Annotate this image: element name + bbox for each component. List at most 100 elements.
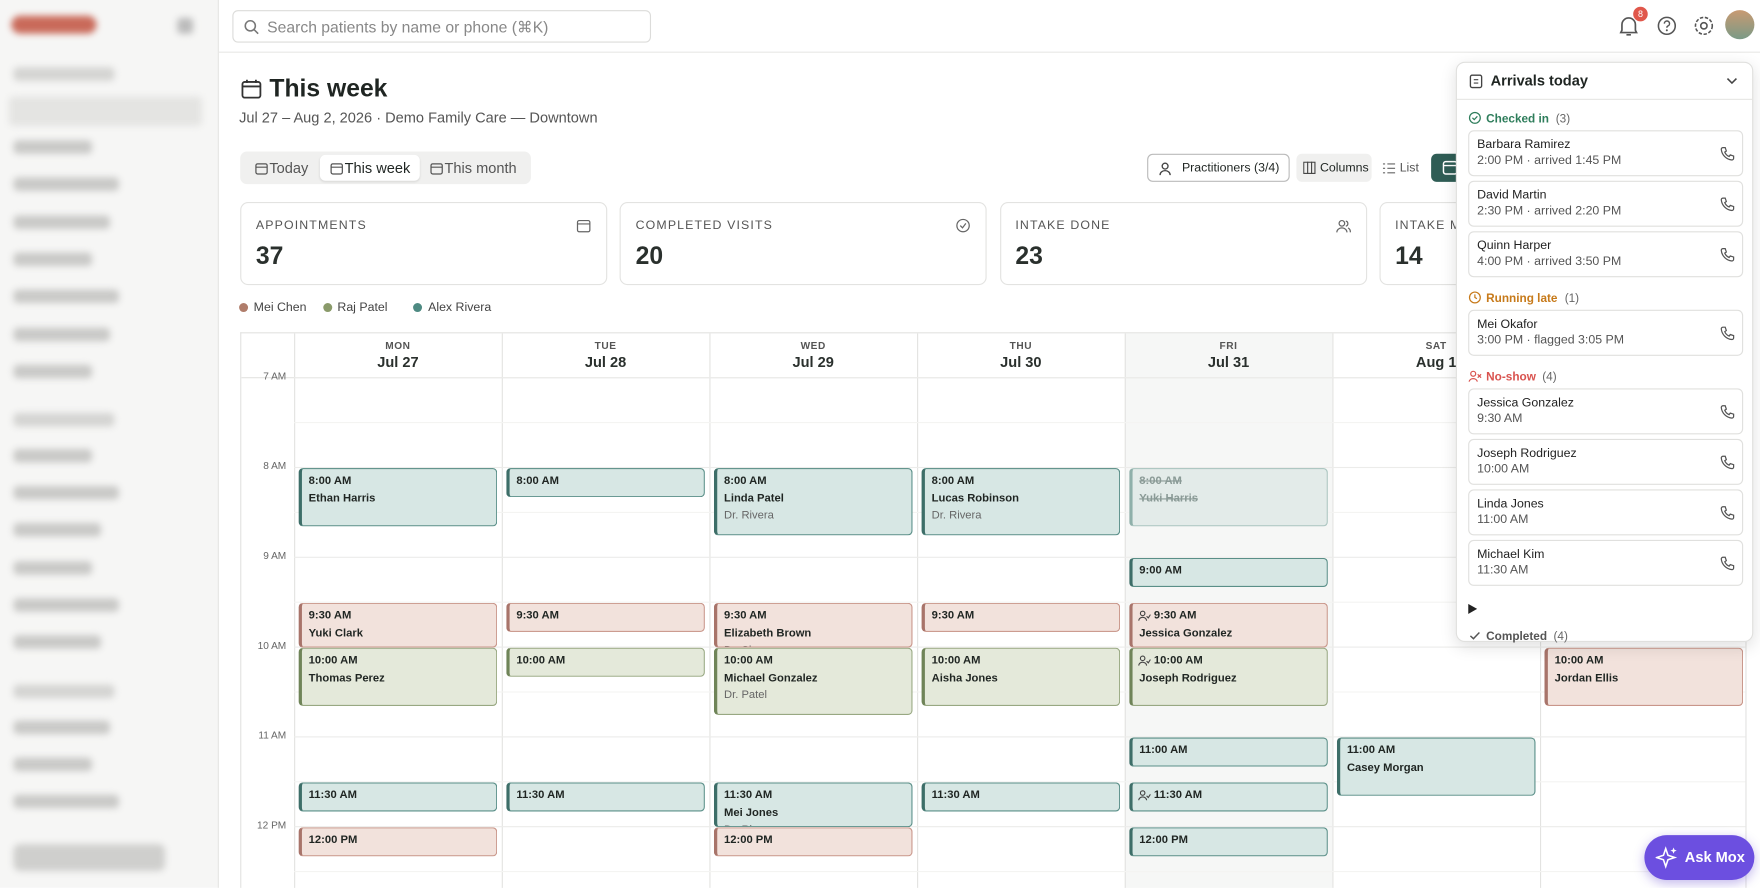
arrival-card[interactable]: David Martin 2:30 PM · arrived 2:20 PM bbox=[1468, 180, 1744, 227]
appointment[interactable]: 11:00 AM Casey Morgan bbox=[1336, 737, 1536, 796]
appointment[interactable]: 10:00 AM Jordan Ellis bbox=[1544, 647, 1744, 707]
nav-item[interactable] bbox=[13, 252, 93, 267]
appointment-time: 11:00 AM bbox=[1346, 744, 1396, 757]
settings-icon[interactable] bbox=[1693, 15, 1715, 37]
nav-item[interactable] bbox=[13, 757, 93, 772]
arrival-detail: 3:00 PM · flagged 3:05 PM bbox=[1477, 333, 1625, 347]
appointment[interactable]: 8:00 AM Ethan Harris bbox=[298, 468, 498, 527]
appointment[interactable]: 10:00 AM Aisha Jones bbox=[921, 647, 1121, 707]
nav-item[interactable] bbox=[13, 720, 111, 735]
arrival-card[interactable]: Jessica Gonzalez 9:30 AM bbox=[1468, 388, 1744, 435]
appointment[interactable]: 11:30 AM bbox=[1129, 782, 1328, 812]
collapse-button[interactable] bbox=[177, 17, 194, 34]
list-toggle[interactable]: List bbox=[1376, 154, 1425, 182]
appointment[interactable]: 11:30 AM bbox=[298, 782, 498, 812]
nav-item[interactable] bbox=[13, 215, 111, 229]
call-button[interactable] bbox=[1720, 146, 1736, 162]
call-button[interactable] bbox=[1720, 556, 1736, 572]
appointment[interactable]: 11:30 AM Mei Jones Dr. Ri bbox=[713, 782, 913, 828]
appointment[interactable]: 11:00 AM bbox=[1129, 737, 1328, 767]
nav-item[interactable] bbox=[13, 364, 93, 379]
appointment-time: 10:00 AM bbox=[723, 654, 773, 667]
appointment[interactable]: 10:00 AM Joseph Rodriguez bbox=[1129, 647, 1328, 707]
appointment[interactable]: 9:30 AM Yuki Clark bbox=[298, 602, 498, 648]
nav-item[interactable] bbox=[13, 289, 119, 304]
appointment[interactable]: 9:30 AM Elizabeth Brown Dr. Sh bbox=[713, 602, 913, 648]
avatar[interactable] bbox=[1725, 10, 1755, 40]
nav-item[interactable] bbox=[13, 523, 102, 537]
appointment-time: 11:30 AM bbox=[308, 789, 357, 802]
range-tab[interactable]: This month bbox=[420, 155, 526, 181]
ask-button[interactable]: Ask Mox bbox=[1644, 835, 1755, 881]
columns-toggle[interactable]: Columns bbox=[1296, 153, 1372, 182]
nav-item[interactable] bbox=[13, 635, 102, 649]
range-tab[interactable]: Today bbox=[245, 155, 319, 181]
arrival-card[interactable]: Joseph Rodriguez 10:00 AM bbox=[1468, 438, 1744, 485]
practitioners-button[interactable]: Practitioners (3/4) bbox=[1147, 153, 1290, 182]
arrival-card[interactable]: Quinn Harper 4:00 PM · arrived 3:50 PM bbox=[1468, 231, 1744, 278]
appointment[interactable]: 11:30 AM bbox=[921, 782, 1121, 812]
help-icon[interactable] bbox=[1656, 15, 1678, 37]
appointment-time: 10:00 AM bbox=[308, 654, 358, 667]
appointment[interactable]: 8:00 AM bbox=[506, 468, 705, 498]
appointment-time: 8:00 AM bbox=[516, 474, 559, 488]
nav-item[interactable] bbox=[13, 561, 93, 575]
nav-item[interactable] bbox=[13, 598, 119, 612]
day-date: Jul 31 bbox=[1207, 353, 1250, 371]
expand-toggle[interactable] bbox=[1468, 603, 1478, 614]
arrival-detail: 9:30 AM bbox=[1477, 411, 1523, 426]
range-tab[interactable]: This week bbox=[319, 154, 420, 181]
arrival-card[interactable]: Mei Okafor 3:00 PM · flagged 3:05 PM bbox=[1468, 309, 1744, 356]
appointment-time: 12:00 PM bbox=[308, 833, 358, 847]
appointment[interactable]: 9:00 AM bbox=[1129, 557, 1328, 588]
appointment[interactable]: 9:30 AM bbox=[921, 602, 1121, 632]
user-card[interactable] bbox=[13, 844, 166, 872]
appointment-time: 10:00 AM bbox=[931, 654, 981, 667]
search-box[interactable]: Search patients by name or phone (⌘K) bbox=[232, 10, 652, 43]
appointment-time: 9:30 AM bbox=[308, 609, 352, 622]
call-button[interactable] bbox=[1720, 404, 1736, 420]
appointment[interactable]: 12:00 PM bbox=[298, 827, 498, 857]
arrival-card[interactable]: Michael Kim 11:30 AM bbox=[1468, 539, 1744, 586]
call-button[interactable] bbox=[1720, 326, 1736, 342]
arrival-name: Linda Jones bbox=[1477, 497, 1544, 511]
half-hour-line bbox=[294, 871, 1746, 873]
appointment[interactable]: 11:30 AM bbox=[506, 782, 705, 812]
bell-icon[interactable] bbox=[1616, 13, 1641, 38]
nav-item[interactable] bbox=[8, 96, 203, 126]
section-title[interactable]: Completed bbox=[1486, 629, 1548, 644]
appointment[interactable]: 12:00 PM bbox=[1129, 827, 1328, 857]
day-column bbox=[709, 333, 917, 888]
appointment[interactable]: 12:00 PM bbox=[713, 827, 913, 857]
appointment[interactable]: 8:00 AM Yuki Harris bbox=[1129, 468, 1328, 527]
appointment[interactable]: 8:00 AM Lucas Robinson Dr. Rivera bbox=[921, 468, 1121, 536]
arrival-card[interactable]: Linda Jones 11:00 AM bbox=[1468, 489, 1744, 536]
ask-label: Ask Mox bbox=[1684, 848, 1745, 866]
nav-item[interactable] bbox=[13, 327, 111, 342]
day-of-week: THU bbox=[1009, 340, 1033, 352]
page-subtitle: Jul 27 – Aug 2, 2026 · Demo Family Care … bbox=[239, 108, 598, 126]
stat-label: INTAKE DONE bbox=[1015, 218, 1111, 233]
call-button[interactable] bbox=[1720, 247, 1736, 263]
appointment[interactable]: 10:00 AM Michael Gonzalez Dr. Patel bbox=[713, 647, 913, 716]
appointment[interactable]: 10:00 AM bbox=[506, 647, 705, 677]
appointment-patient: Thomas Perez bbox=[308, 672, 385, 685]
nav-item[interactable] bbox=[13, 448, 93, 463]
appointment-time: 11:30 AM bbox=[723, 789, 773, 802]
call-button[interactable] bbox=[1720, 505, 1736, 521]
appointment[interactable]: 9:30 AM bbox=[506, 602, 705, 632]
nav-item[interactable] bbox=[13, 794, 119, 809]
appointment[interactable]: 9:30 AM Jessica Gonzalez bbox=[1129, 602, 1328, 648]
nav-item[interactable] bbox=[13, 177, 119, 191]
appointment[interactable]: 10:00 AM Thomas Perez bbox=[298, 647, 498, 707]
collapse-chevron[interactable] bbox=[1725, 74, 1738, 87]
arrival-card[interactable]: Barbara Ramirez 2:00 PM · arrived 1:45 PM bbox=[1468, 130, 1744, 177]
nav-heading bbox=[13, 67, 115, 81]
nav-item[interactable] bbox=[13, 140, 93, 154]
call-button[interactable] bbox=[1720, 455, 1736, 471]
hour-label: 11 AM bbox=[258, 729, 287, 741]
call-button[interactable] bbox=[1720, 196, 1736, 212]
clipboard-icon bbox=[1469, 74, 1483, 89]
appointment[interactable]: 8:00 AM Linda Patel Dr. Rivera bbox=[713, 468, 913, 536]
nav-item[interactable] bbox=[13, 486, 119, 500]
